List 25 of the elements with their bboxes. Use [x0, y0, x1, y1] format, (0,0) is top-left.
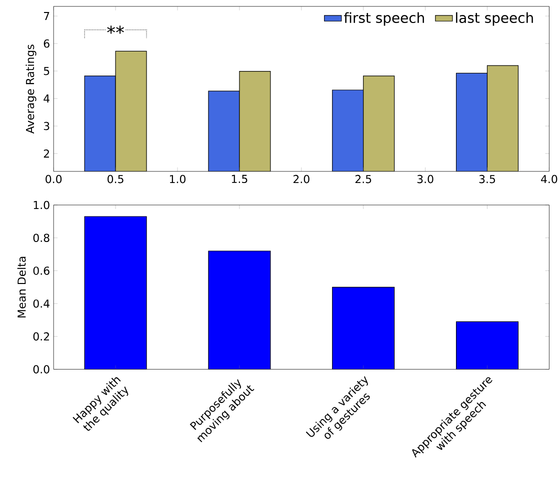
y-tick-label: 0.0	[33, 365, 50, 374]
y-tick-label: 5	[44, 66, 50, 76]
y-tick-label: 0.8	[33, 234, 50, 242]
annotation: **	[107, 26, 124, 34]
y-tick-label: 0.2	[33, 332, 49, 341]
x-tick-label: 0.5	[108, 174, 124, 184]
y-tick-label: 2	[44, 149, 49, 158]
y-tick-label: 4	[44, 94, 50, 103]
x-tick-label: 4.0	[541, 174, 558, 184]
y-axis-title: Mean Delta	[17, 256, 26, 318]
y-tick-label: 0.4	[33, 299, 50, 308]
x-tick-label: 2.0	[293, 174, 310, 184]
x-tick-label: 2.5	[355, 174, 372, 184]
y-tick-label: 0.6	[33, 266, 50, 275]
y-tick-label: 6	[44, 39, 50, 48]
y-tick-label: 7	[44, 12, 50, 20]
x-tick-label: 1.5	[232, 174, 248, 184]
y-axis-title: Average Ratings	[26, 44, 36, 134]
y-tick-label: 1.0	[34, 200, 50, 210]
x-tick-label: 1.0	[170, 174, 186, 184]
x-tick-label: 3.0	[417, 174, 434, 184]
legend-label: first speech	[344, 12, 424, 26]
x-tick-label: 3.5	[479, 174, 496, 184]
y-tick-label: 3	[44, 122, 50, 130]
legend-label: last speech	[456, 12, 533, 26]
